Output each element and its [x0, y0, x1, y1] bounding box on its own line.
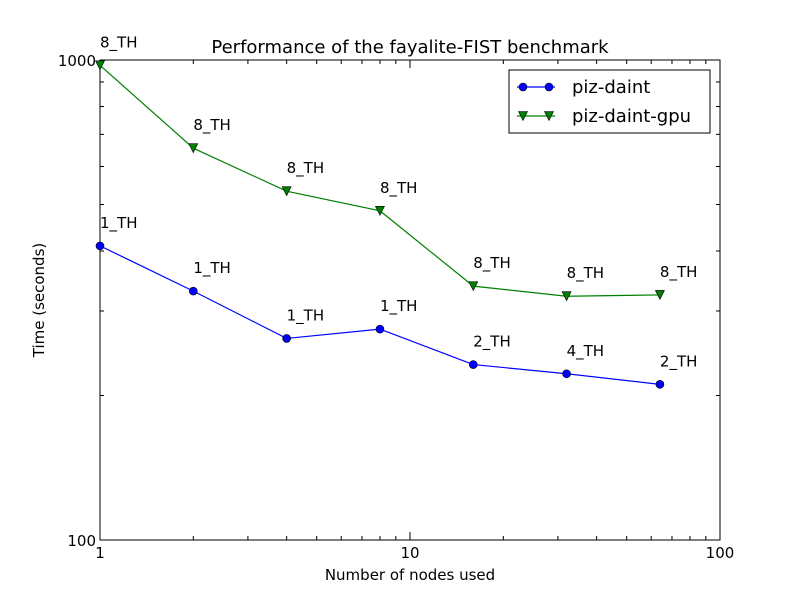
series-piz-daint-point — [95, 241, 105, 251]
series-piz-daint-gpu-point — [188, 143, 199, 154]
legend-piz-daint-gpu-label: piz-daint-gpu — [572, 106, 691, 127]
plot-area: 1 10 100 100 1000 1_TH 1_TH 1_TH 1_TH 2_TH 4_TH 2_T… — [58, 33, 735, 562]
series-piz-daint-point — [562, 369, 571, 379]
legend: piz-daint piz-daint-gpu — [508, 69, 711, 134]
series-piz-daint-point-label: 1_TH — [380, 297, 418, 316]
legend-piz-daint-gpu-marker — [544, 111, 554, 122]
series-piz-daint-point-label: 2_TH — [473, 333, 511, 352]
legend-piz-daint-marker — [518, 82, 528, 92]
x-tick-label: 100 — [706, 544, 735, 562]
series-piz-daint-gpu-point — [468, 281, 479, 292]
series-piz-daint-gpu-point-label: 8_TH — [380, 179, 418, 198]
x-axis-label: Number of nodes used — [325, 566, 495, 584]
series-piz-daint-gpu-point-label: 8_TH — [100, 33, 138, 52]
series-piz-daint-gpu-point — [374, 206, 385, 217]
series-piz-daint-point-label: 4_TH — [567, 342, 605, 361]
x-tick-label: 1 — [95, 544, 105, 562]
series-piz-daint-point-label: 1_TH — [100, 214, 138, 233]
series-piz-daint-gpu-point-label: 8_TH — [473, 254, 511, 273]
chart-title: Performance of the fayalite-FIST benchma… — [211, 37, 609, 58]
series-piz-daint-point — [189, 286, 198, 296]
series-piz-daint-gpu-point-label: 8_TH — [660, 263, 698, 282]
series-piz-daint-point — [468, 360, 478, 369]
x-tick-label: 10 — [400, 544, 419, 562]
legend-box — [508, 69, 711, 134]
y-axis-label: Time (seconds) — [30, 243, 48, 359]
legend-piz-daint-marker — [544, 82, 554, 92]
legend-piz-daint-gpu-marker — [518, 111, 528, 122]
series-piz-daint-gpu-point — [95, 60, 105, 71]
series-piz-daint-gpu-point-label: 8_TH — [193, 116, 231, 135]
y-tick-label: 100 — [67, 532, 96, 550]
series-piz-daint-gpu-point — [561, 291, 572, 302]
series-piz-daint-gpu-point-label: 8_TH — [287, 159, 325, 178]
series-piz-daint-point — [282, 334, 291, 343]
series-piz-daint-gpu-point — [654, 290, 665, 301]
y-tick-label: 1000 — [58, 52, 96, 70]
series-piz-daint-gpu-point-label: 8_TH — [567, 264, 605, 283]
legend-piz-daint-label: piz-daint — [572, 77, 650, 98]
series-piz-daint-point-label: 1_TH — [287, 306, 325, 325]
series-piz-daint-point — [375, 324, 385, 334]
series-piz-daint-point — [655, 380, 665, 389]
series-piz-daint-point-label: 1_TH — [193, 259, 231, 278]
series-piz-daint-point-label: 2_TH — [660, 352, 698, 371]
series-piz-daint-gpu-point — [281, 186, 292, 197]
